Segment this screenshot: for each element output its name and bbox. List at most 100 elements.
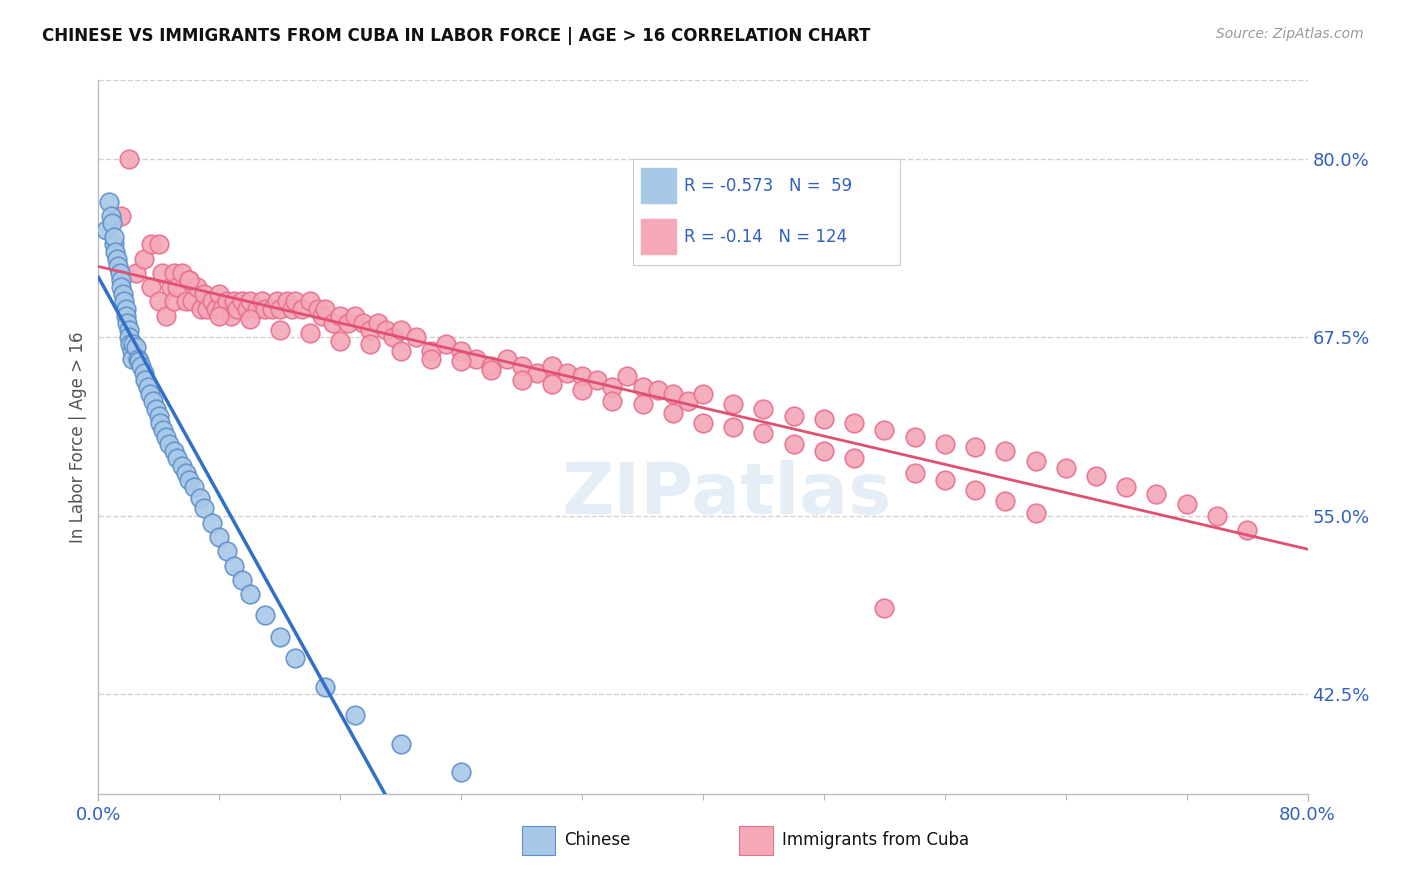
Point [1206,508,1229,523]
Point [367,316,389,330]
Point [159,437,181,451]
Point [450,765,472,780]
Point [208,309,231,323]
Point [163,444,186,458]
Point [179,273,201,287]
Y-axis label: In Labor Force | Age > 16: In Labor Force | Age > 16 [69,331,87,543]
Point [145,401,167,416]
Point [141,237,163,252]
Text: R = -0.573   N =  59: R = -0.573 N = 59 [685,177,852,194]
Point [965,440,987,454]
Point [132,252,155,266]
Point [352,316,374,330]
Point [676,394,699,409]
Point [141,280,163,294]
Point [118,330,141,344]
Point [344,708,367,723]
Point [495,351,517,366]
Point [450,354,472,368]
Point [661,406,683,420]
Point [723,420,745,434]
Point [813,411,835,425]
Point [602,394,624,409]
Point [235,301,257,316]
Text: CHINESE VS IMMIGRANTS FROM CUBA IN LABOR FORCE | AGE > 16 CORRELATION CHART: CHINESE VS IMMIGRANTS FROM CUBA IN LABOR… [42,27,870,45]
Point [934,473,956,487]
Bar [522,826,555,855]
Point [179,473,201,487]
Point [112,294,135,309]
Point [336,316,359,330]
Point [571,383,593,397]
Point [813,444,835,458]
Point [571,368,593,383]
Point [215,544,238,558]
Point [873,601,896,615]
Point [155,430,177,444]
Point [111,287,134,301]
Point [276,294,298,309]
Point [118,323,141,337]
Point [253,301,276,316]
Point [129,359,152,373]
Point [188,491,211,506]
Point [465,351,488,366]
Point [329,334,352,349]
Point [142,394,165,409]
Point [115,316,138,330]
Point [224,558,246,573]
Point [631,397,654,411]
Point [205,301,228,316]
Point [526,366,548,380]
Point [281,301,304,316]
Point [105,252,128,266]
Text: ZIPatlas: ZIPatlas [562,459,893,529]
Point [481,363,503,377]
Point [166,280,188,294]
Point [405,330,427,344]
Point [1144,487,1167,501]
Point [155,309,177,323]
Point [1024,506,1046,520]
Point [647,383,669,397]
Point [108,266,131,280]
Point [128,354,150,368]
Point [239,294,262,309]
Point [266,294,288,309]
Point [752,401,775,416]
Point [434,337,457,351]
Point [100,209,122,223]
Point [136,380,159,394]
Point [166,451,188,466]
Point [389,737,412,751]
Point [120,337,142,351]
Point [193,501,215,516]
Point [389,344,412,359]
Point [389,323,412,337]
Point [98,194,121,209]
Text: Chinese: Chinese [564,831,630,849]
Point [360,337,382,351]
Point [201,294,224,309]
Point [239,311,262,326]
Point [586,373,609,387]
Point [510,359,533,373]
Point [360,323,382,337]
Point [1175,497,1198,511]
Point [329,309,352,323]
Bar [740,826,773,855]
Point [134,373,156,387]
Point [125,340,148,354]
Point [101,216,124,230]
Point [994,494,1017,508]
Point [193,287,215,301]
Point [174,294,197,309]
Point [904,430,927,444]
Point [103,237,125,252]
Point [752,425,775,440]
Point [148,294,170,309]
Point [284,294,307,309]
Point [1085,468,1108,483]
Point [152,423,174,437]
Point [269,301,291,316]
